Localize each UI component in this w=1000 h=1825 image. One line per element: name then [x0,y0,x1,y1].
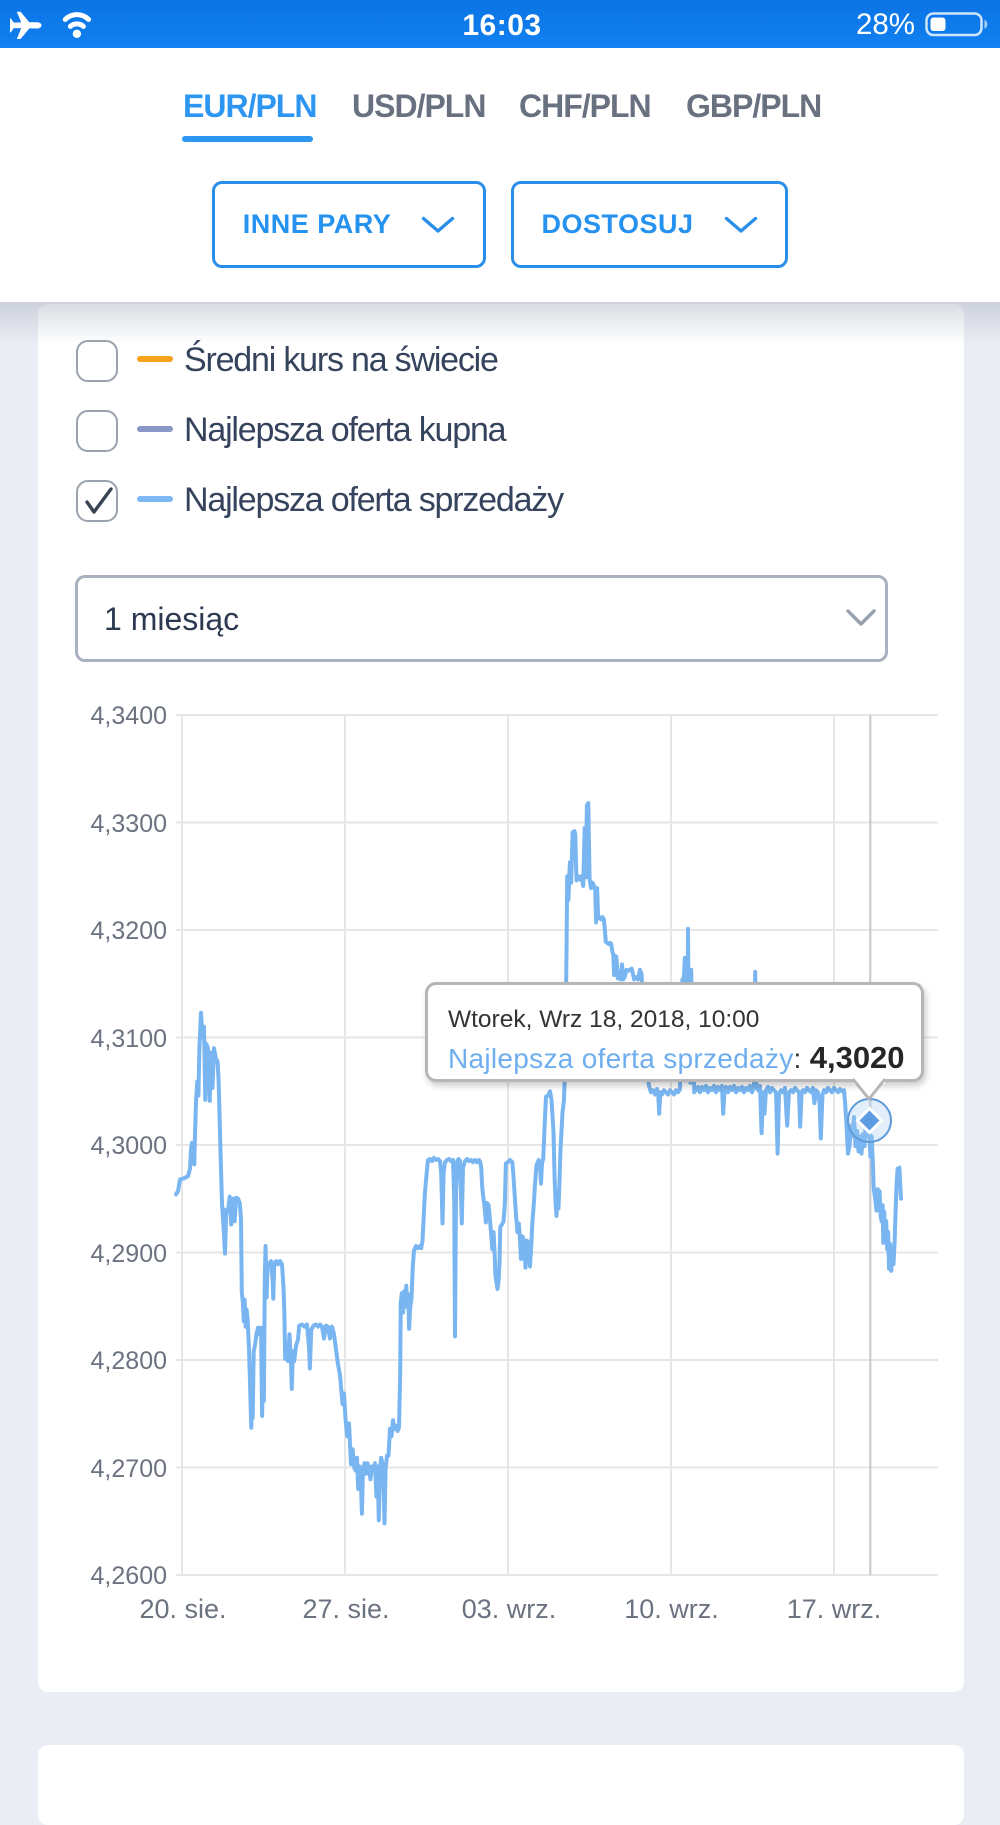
svg-text:17. wrz.: 17. wrz. [787,1594,882,1624]
svg-text:27. sie.: 27. sie. [302,1594,389,1624]
svg-text:4,2700: 4,2700 [91,1455,167,1483]
svg-text:4,2900: 4,2900 [91,1240,167,1268]
svg-text:20. sie.: 20. sie. [139,1594,226,1624]
svg-text:4,3400: 4,3400 [91,702,167,730]
svg-text:10. wrz.: 10. wrz. [624,1594,719,1624]
svg-text:4,2600: 4,2600 [91,1562,167,1590]
svg-text:4,3100: 4,3100 [91,1025,167,1053]
svg-text:4,3000: 4,3000 [91,1132,167,1160]
svg-text:03. wrz.: 03. wrz. [462,1594,557,1624]
svg-text:4,2800: 4,2800 [91,1347,167,1375]
svg-text:4,3300: 4,3300 [91,810,167,838]
svg-text:4,3200: 4,3200 [91,917,167,945]
